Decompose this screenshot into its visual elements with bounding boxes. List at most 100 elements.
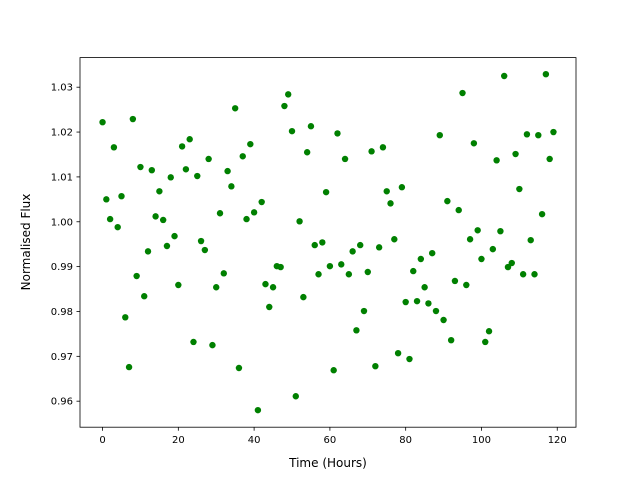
point	[319, 239, 326, 246]
point	[122, 314, 129, 321]
point	[114, 223, 121, 231]
point	[550, 128, 557, 136]
point	[474, 227, 481, 234]
point	[250, 209, 258, 216]
point	[224, 167, 231, 175]
point	[178, 143, 186, 150]
point	[417, 255, 425, 263]
point	[372, 362, 379, 370]
point	[349, 248, 356, 255]
point	[519, 271, 527, 278]
point	[197, 237, 205, 245]
point	[296, 218, 303, 225]
y-tick-label: 1.03	[51, 83, 73, 94]
point	[231, 105, 239, 112]
x-tick-label: 0	[99, 435, 105, 446]
point	[368, 148, 375, 155]
x-tick-label: 80	[399, 435, 412, 446]
point	[394, 349, 402, 357]
point	[110, 144, 118, 151]
point	[182, 166, 190, 173]
point	[353, 327, 360, 334]
point	[478, 255, 485, 263]
point	[277, 263, 284, 271]
point	[360, 307, 368, 315]
point	[159, 216, 167, 224]
y-tick-label: 0.96	[51, 397, 73, 408]
point	[262, 280, 269, 288]
point	[322, 188, 330, 196]
point	[288, 127, 296, 135]
point	[538, 210, 546, 218]
point	[402, 298, 409, 306]
point	[500, 72, 508, 80]
point	[338, 261, 345, 268]
point	[311, 241, 318, 249]
point	[504, 263, 512, 271]
point	[391, 236, 398, 243]
point	[375, 244, 383, 251]
point	[137, 163, 144, 171]
point	[239, 153, 246, 160]
y-tick-label: 0.97	[51, 352, 73, 363]
point	[205, 155, 212, 163]
point	[216, 210, 224, 217]
point	[129, 115, 137, 123]
point	[209, 341, 216, 349]
plot-frame	[79, 57, 577, 428]
x-tick-label: 20	[172, 435, 185, 446]
point	[201, 246, 209, 254]
point	[535, 131, 542, 139]
point	[118, 193, 125, 200]
point	[213, 284, 220, 291]
point	[470, 140, 478, 147]
point	[463, 281, 470, 289]
point	[379, 144, 387, 151]
point	[542, 70, 550, 78]
y-axis-label: Normalised Flux	[19, 194, 33, 291]
point	[243, 215, 250, 223]
point	[459, 89, 466, 97]
point	[269, 284, 277, 291]
point	[303, 149, 311, 156]
point	[482, 338, 489, 346]
point	[531, 271, 538, 278]
point	[383, 188, 390, 195]
point	[300, 293, 307, 301]
point	[315, 271, 322, 278]
point	[489, 245, 497, 253]
point	[254, 406, 262, 414]
point	[106, 215, 114, 223]
y-tick-label: 0.98	[51, 307, 73, 318]
point	[546, 155, 553, 163]
point	[281, 102, 288, 110]
point	[125, 363, 133, 371]
point	[451, 277, 459, 285]
point	[345, 271, 353, 278]
point	[141, 293, 148, 300]
point	[307, 123, 315, 130]
point	[163, 242, 171, 250]
point	[497, 227, 504, 235]
point	[334, 130, 341, 137]
point	[152, 213, 159, 220]
point	[516, 185, 523, 193]
point	[455, 206, 462, 214]
point	[440, 316, 447, 324]
point	[357, 241, 364, 249]
point	[410, 267, 417, 275]
point	[144, 248, 152, 255]
point	[447, 336, 455, 344]
point	[175, 281, 182, 289]
point	[292, 393, 299, 400]
point	[148, 166, 156, 174]
point	[512, 150, 519, 158]
point	[285, 91, 292, 98]
point	[485, 328, 493, 335]
point	[523, 131, 531, 138]
point	[508, 259, 515, 267]
point	[258, 198, 265, 206]
point	[527, 236, 534, 244]
